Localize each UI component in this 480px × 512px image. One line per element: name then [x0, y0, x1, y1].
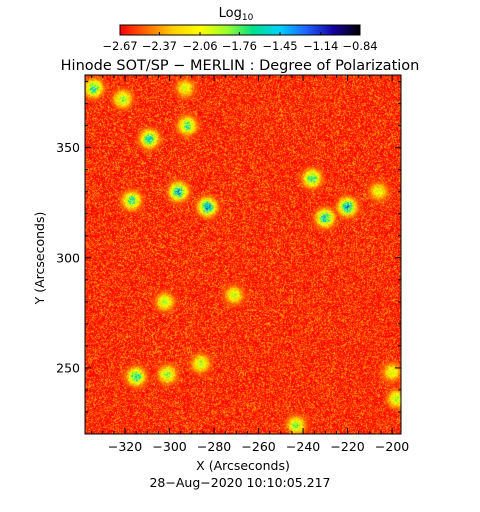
colorbar-title: Log10 — [219, 6, 254, 23]
x-tick-label: −260 — [241, 439, 275, 454]
chart-title: Hinode SOT/SP − MERLIN : Degree of Polar… — [61, 58, 420, 74]
x-axis-label: X (Arcseconds) — [196, 458, 290, 473]
x-tick-label: −280 — [197, 439, 231, 454]
x-axis: −320 −300 −280 −260 −240 −220 −200 — [91, 75, 409, 454]
colorbar-tick-label: −1.14 — [303, 39, 338, 53]
x-tick-label: −300 — [152, 439, 186, 454]
colorbar-tick-label: −2.67 — [102, 39, 137, 53]
x-tick-label: −200 — [375, 439, 409, 454]
y-tick-label: 300 — [56, 250, 80, 265]
x-tick-label: −220 — [330, 439, 364, 454]
colorbar-ticks: −2.67 −2.37 −2.06 −1.76 −1.45 −1.14 −0.84 — [102, 32, 378, 53]
x-tick-label: −320 — [108, 439, 142, 454]
heatmap-image — [85, 75, 401, 434]
y-tick-label: 250 — [56, 360, 80, 375]
y-axis: 250 300 350 — [56, 81, 401, 435]
colorbar-tick-label: −0.84 — [342, 39, 377, 53]
y-tick-label: 350 — [56, 140, 80, 155]
polarization-map — [85, 75, 401, 434]
colorbar-tick-label: −2.37 — [142, 39, 177, 53]
colorbar: Log10 −2.67 −2.37 −2.06 −1.76 −1.45 −1.14 −0.8… — [102, 6, 377, 53]
colorbar-tick-label: −1.45 — [262, 39, 297, 53]
y-axis-label: Y (Arcseconds) — [32, 212, 47, 306]
colorbar-tick-label: −1.76 — [222, 39, 257, 53]
x-tick-label: −240 — [286, 439, 320, 454]
colorbar-gradient — [119, 24, 361, 36]
observation-timestamp: 28−Aug−2020 10:10:05.217 — [149, 475, 330, 490]
colorbar-tick-label: −2.06 — [182, 39, 217, 53]
plot-frame — [84, 74, 402, 435]
